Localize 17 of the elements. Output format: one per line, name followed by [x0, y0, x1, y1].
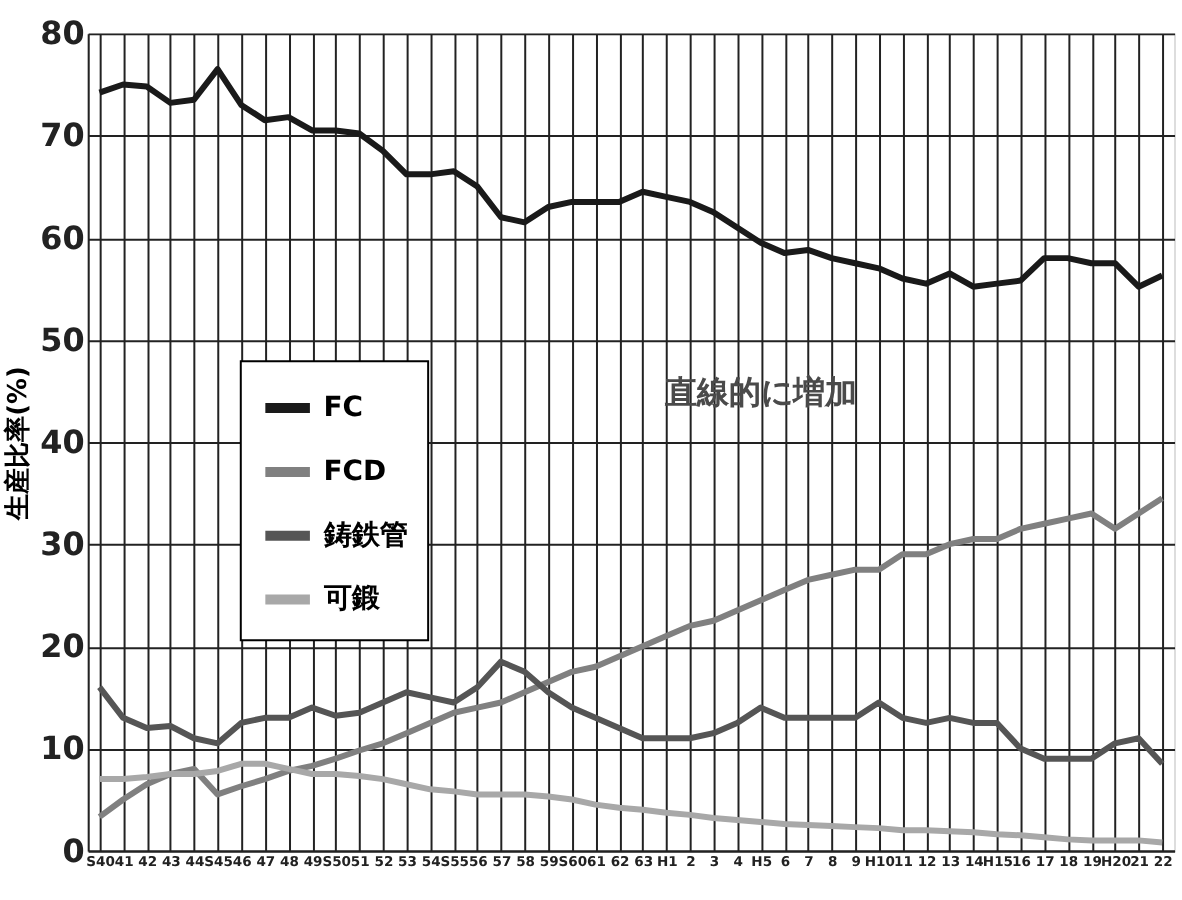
y-tick-label: 10	[40, 729, 85, 768]
legend-label: FCD	[323, 455, 387, 488]
line-series	[96, 760, 1166, 846]
y-tick-label: 70	[40, 116, 85, 155]
legend-label: FC	[323, 392, 364, 425]
legend-label: 可鍛	[321, 583, 382, 616]
y-axis-title: 生産比率(%)	[2, 366, 35, 522]
y-tick-label: 30	[40, 525, 85, 564]
y-tick-label: 80	[40, 14, 85, 53]
y-tick-label: 40	[40, 422, 85, 461]
y-tick-label: 50	[40, 320, 85, 359]
line-series	[96, 658, 1166, 767]
y-tick-label: 60	[40, 218, 85, 257]
y-tick-label: 20	[40, 627, 85, 666]
y-tick-label: 0	[62, 831, 85, 870]
line-series	[96, 495, 1166, 820]
legend-label: 鋳鉄管	[321, 519, 408, 552]
